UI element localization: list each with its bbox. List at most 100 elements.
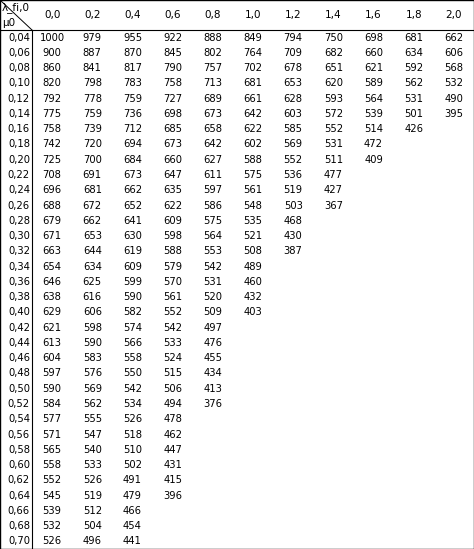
Text: 519: 519 xyxy=(82,491,102,501)
Text: 494: 494 xyxy=(163,399,182,409)
Text: 533: 533 xyxy=(163,338,182,348)
Text: 638: 638 xyxy=(43,292,62,302)
Text: 0,40: 0,40 xyxy=(8,307,30,317)
Text: 585: 585 xyxy=(283,124,303,134)
Text: 758: 758 xyxy=(43,124,62,134)
Text: 658: 658 xyxy=(203,124,222,134)
Text: 759: 759 xyxy=(123,94,142,104)
Text: 792: 792 xyxy=(43,94,62,104)
Text: 511: 511 xyxy=(324,155,343,165)
Text: 622: 622 xyxy=(163,200,182,211)
Text: 679: 679 xyxy=(43,216,62,226)
Text: 539: 539 xyxy=(364,109,383,119)
Text: 713: 713 xyxy=(203,79,222,88)
Text: 519: 519 xyxy=(283,185,303,195)
Text: 387: 387 xyxy=(284,247,302,256)
Text: 598: 598 xyxy=(163,231,182,241)
Text: 533: 533 xyxy=(83,460,102,470)
Text: 660: 660 xyxy=(163,155,182,165)
Text: 536: 536 xyxy=(283,170,303,180)
Text: 503: 503 xyxy=(284,200,302,211)
Text: 606: 606 xyxy=(83,307,102,317)
Text: 613: 613 xyxy=(43,338,62,348)
Text: 653: 653 xyxy=(283,79,303,88)
Text: 430: 430 xyxy=(284,231,302,241)
Text: 662: 662 xyxy=(82,216,102,226)
Text: 367: 367 xyxy=(324,200,343,211)
Text: 532: 532 xyxy=(43,521,62,531)
Text: 979: 979 xyxy=(82,32,102,43)
Text: 0,06: 0,06 xyxy=(8,48,30,58)
Text: 575: 575 xyxy=(203,216,222,226)
Text: 396: 396 xyxy=(163,491,182,501)
Text: 0,8: 0,8 xyxy=(205,10,221,20)
Text: 588: 588 xyxy=(244,155,263,165)
Text: 509: 509 xyxy=(203,307,222,317)
Text: 515: 515 xyxy=(163,368,182,378)
Text: 552: 552 xyxy=(283,155,303,165)
Text: 455: 455 xyxy=(203,353,222,363)
Text: 441: 441 xyxy=(123,536,142,546)
Text: 689: 689 xyxy=(203,94,222,104)
Text: 589: 589 xyxy=(364,79,383,88)
Text: 477: 477 xyxy=(324,170,343,180)
Text: 622: 622 xyxy=(244,124,263,134)
Text: 403: 403 xyxy=(244,307,263,317)
Text: 504: 504 xyxy=(83,521,102,531)
Text: 727: 727 xyxy=(163,94,182,104)
Text: 653: 653 xyxy=(83,231,102,241)
Text: 641: 641 xyxy=(123,216,142,226)
Text: 479: 479 xyxy=(123,491,142,501)
Text: 552: 552 xyxy=(324,124,343,134)
Text: 611: 611 xyxy=(203,170,222,180)
Text: 688: 688 xyxy=(43,200,62,211)
Text: 887: 887 xyxy=(83,48,102,58)
Text: 526: 526 xyxy=(43,536,62,546)
Text: 569: 569 xyxy=(283,139,303,149)
Text: 742: 742 xyxy=(43,139,62,149)
Text: 506: 506 xyxy=(163,384,182,394)
Text: 0,52: 0,52 xyxy=(8,399,30,409)
Text: 684: 684 xyxy=(123,155,142,165)
Text: 0,38: 0,38 xyxy=(8,292,30,302)
Text: 491: 491 xyxy=(123,475,142,485)
Text: 434: 434 xyxy=(203,368,222,378)
Text: 616: 616 xyxy=(82,292,102,302)
Text: 508: 508 xyxy=(244,247,263,256)
Text: 662: 662 xyxy=(444,32,464,43)
Text: 635: 635 xyxy=(163,185,182,195)
Text: 0,10: 0,10 xyxy=(8,79,30,88)
Text: 642: 642 xyxy=(244,109,263,119)
Text: 540: 540 xyxy=(83,445,102,455)
Text: 681: 681 xyxy=(244,79,263,88)
Text: 0,64: 0,64 xyxy=(8,491,30,501)
Text: 654: 654 xyxy=(43,262,62,272)
Text: 584: 584 xyxy=(43,399,62,409)
Text: 0,62: 0,62 xyxy=(8,475,30,485)
Text: 0,24: 0,24 xyxy=(8,185,30,195)
Text: 550: 550 xyxy=(123,368,142,378)
Text: 395: 395 xyxy=(445,109,464,119)
Text: 558: 558 xyxy=(43,460,62,470)
Text: 570: 570 xyxy=(163,277,182,287)
Text: 621: 621 xyxy=(364,63,383,73)
Text: 709: 709 xyxy=(283,48,303,58)
Text: 672: 672 xyxy=(82,200,102,211)
Text: 0,16: 0,16 xyxy=(8,124,30,134)
Text: 574: 574 xyxy=(123,323,142,333)
Text: 759: 759 xyxy=(82,109,102,119)
Text: 609: 609 xyxy=(163,216,182,226)
Text: 0,0: 0,0 xyxy=(44,10,60,20)
Text: 0,36: 0,36 xyxy=(8,277,30,287)
Text: 681: 681 xyxy=(404,32,423,43)
Text: 0,32: 0,32 xyxy=(8,247,30,256)
Text: 599: 599 xyxy=(123,277,142,287)
Text: 542: 542 xyxy=(203,262,222,272)
Text: 841: 841 xyxy=(83,63,102,73)
Text: 783: 783 xyxy=(123,79,142,88)
Text: 642: 642 xyxy=(203,139,222,149)
Text: 620: 620 xyxy=(324,79,343,88)
Text: 602: 602 xyxy=(244,139,263,149)
Text: 569: 569 xyxy=(82,384,102,394)
Text: 696: 696 xyxy=(43,185,62,195)
